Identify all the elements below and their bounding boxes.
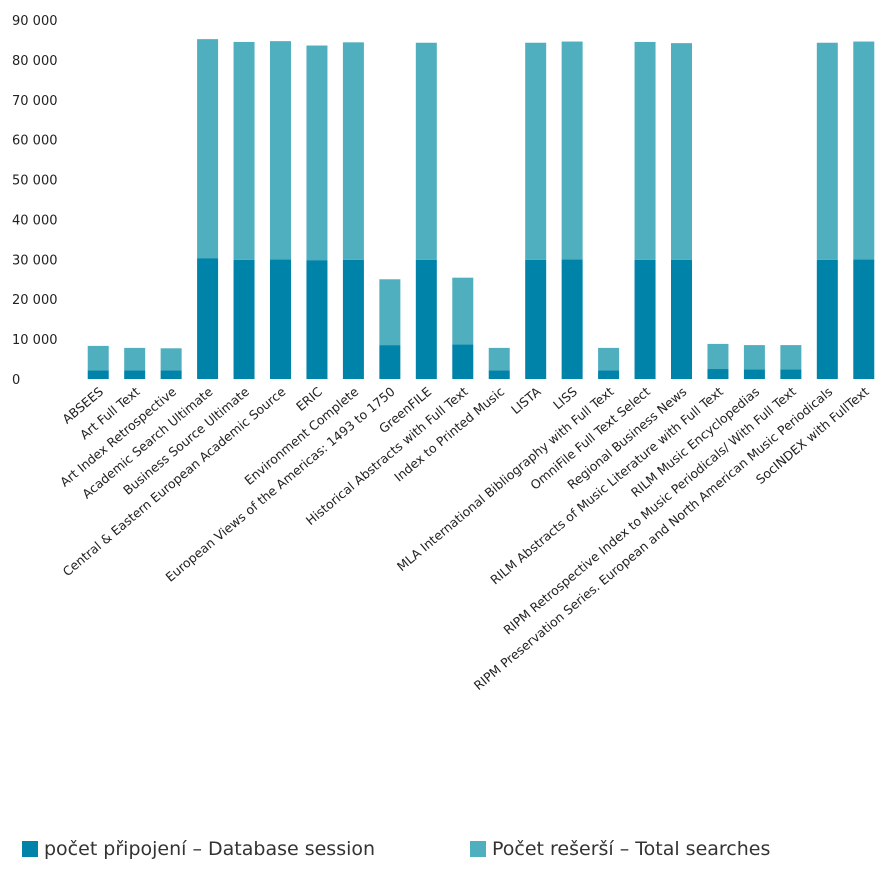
bar-total-searches xyxy=(270,41,291,260)
bar-total-searches xyxy=(124,347,146,371)
x-category-label: RIPM Preservation Series. European and N… xyxy=(471,384,835,693)
bar-total-searches xyxy=(87,345,109,371)
bar-total-searches xyxy=(415,42,437,260)
legend-swatch-total-searches xyxy=(470,841,486,857)
y-tick-label: 40 000 xyxy=(12,213,58,228)
y-tick-label: 0 xyxy=(12,373,20,388)
bar-total-searches xyxy=(561,41,583,260)
bar-database-session xyxy=(87,370,109,379)
bar-database-session xyxy=(270,259,291,379)
bar-total-searches xyxy=(342,42,364,260)
bars xyxy=(87,39,875,379)
y-tick-label: 20 000 xyxy=(12,293,58,308)
bar-database-session xyxy=(525,259,547,379)
bar-total-searches xyxy=(379,279,401,346)
legend-label-total-searches: Počet rešerší – Total searches xyxy=(492,838,771,860)
legend-item-database-session: počet připojení – Database session xyxy=(22,838,375,860)
bar-total-searches xyxy=(707,343,729,370)
bar-total-searches xyxy=(853,41,875,260)
bar-database-session xyxy=(598,370,620,379)
bar-database-session xyxy=(160,370,182,379)
bar-database-session xyxy=(488,370,510,379)
y-tick-label: 70 000 xyxy=(12,94,58,109)
bar-total-searches xyxy=(233,41,255,260)
x-category-label: LISTA xyxy=(508,384,544,418)
chart: 0 10 000 20 000 30 000 40 000 50 000 60 000 70 … xyxy=(12,14,875,693)
bar-database-session xyxy=(743,369,765,379)
bar-total-searches xyxy=(452,277,474,345)
bar-database-session xyxy=(124,370,146,379)
x-category-label: LISS xyxy=(550,384,580,413)
bar-total-searches xyxy=(160,348,182,371)
bar-database-session xyxy=(816,259,838,379)
bar-total-searches xyxy=(306,45,328,261)
y-tick-label: 80 000 xyxy=(12,54,58,69)
y-tick-label: 30 000 xyxy=(12,253,58,268)
bar-total-searches xyxy=(634,41,656,260)
bar-database-session xyxy=(634,259,656,379)
bar-database-session xyxy=(415,259,437,379)
bar-database-session xyxy=(561,259,583,379)
bar-database-session xyxy=(379,345,401,379)
bar-total-searches xyxy=(525,42,547,260)
bar-database-session xyxy=(780,369,802,379)
bar-total-searches xyxy=(780,345,802,370)
bar-database-session xyxy=(671,259,692,379)
legend-label-database-session: počet připojení – Database session xyxy=(44,838,376,860)
bar-total-searches xyxy=(671,43,692,260)
legend-item-total-searches: Počet rešerší – Total searches xyxy=(470,838,770,860)
bar-total-searches xyxy=(743,345,765,370)
bar-database-session xyxy=(342,259,364,379)
bar-database-session xyxy=(853,259,875,379)
bar-database-session xyxy=(233,259,255,379)
legend: počet připojení – Database session Počet… xyxy=(22,838,862,868)
bar-total-searches xyxy=(488,347,510,371)
bar-total-searches xyxy=(598,347,620,371)
y-tick-label: 90 000 xyxy=(12,14,58,29)
bar-total-searches xyxy=(816,42,838,260)
legend-swatch-database-session xyxy=(22,841,38,857)
y-tick-label: 60 000 xyxy=(12,134,58,149)
y-axis: 0 10 000 20 000 30 000 40 000 50 000 60 000 70 … xyxy=(12,14,58,388)
y-tick-label: 10 000 xyxy=(12,333,58,348)
bar-database-session xyxy=(306,260,328,379)
bar-total-searches xyxy=(197,39,219,259)
bar-database-session xyxy=(197,258,219,379)
bar-database-session xyxy=(707,369,729,379)
y-tick-label: 50 000 xyxy=(12,174,58,189)
bar-database-session xyxy=(452,344,474,379)
